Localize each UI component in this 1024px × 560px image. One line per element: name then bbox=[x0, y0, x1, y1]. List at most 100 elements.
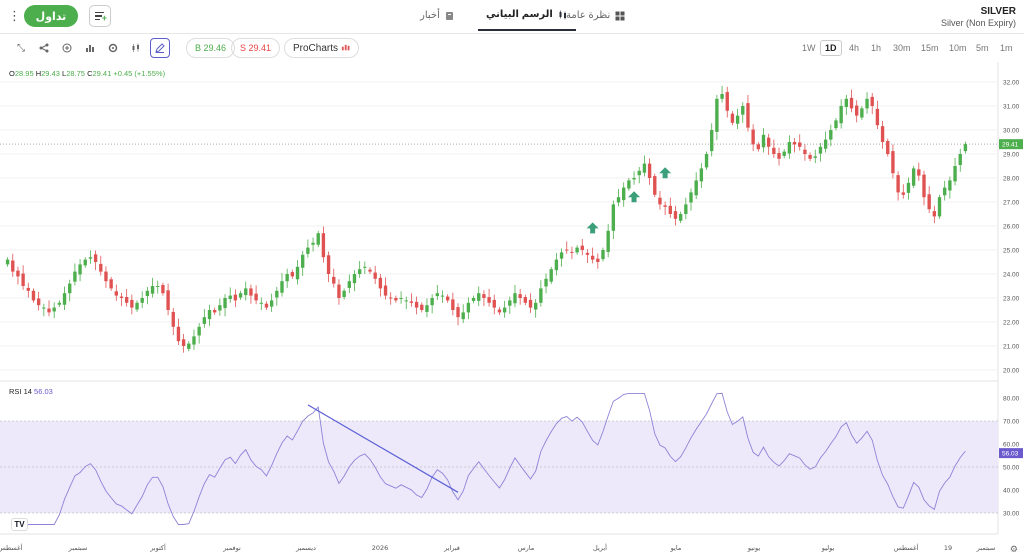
candle-body bbox=[699, 168, 704, 182]
candle-body bbox=[482, 294, 486, 298]
add-icon[interactable] bbox=[57, 38, 77, 58]
bid-button[interactable]: B 29.46 bbox=[186, 38, 236, 58]
share-icon[interactable] bbox=[34, 38, 54, 58]
legend-change: +0.45 (+1.55%) bbox=[113, 69, 166, 78]
candle-body bbox=[487, 297, 491, 303]
timeframe-15m[interactable]: 15m bbox=[921, 43, 939, 53]
candle-body bbox=[326, 255, 331, 274]
ask-button[interactable]: S 29.41 bbox=[231, 38, 281, 58]
candle-body bbox=[958, 154, 962, 166]
rsi-trendline bbox=[307, 404, 459, 493]
candle-body bbox=[414, 301, 419, 308]
timeframe-30m[interactable]: 30m bbox=[893, 43, 911, 53]
draw-pencil-icon[interactable] bbox=[150, 38, 170, 58]
rsi-tick-label: 50.00 bbox=[1003, 465, 1020, 472]
time-tick-label: 2026 bbox=[372, 544, 389, 552]
candle-body bbox=[637, 170, 641, 176]
candle-body bbox=[368, 269, 372, 272]
price-chart[interactable]: 32.00 31.00 30.00 29.00 28.00 27.00 26.00 25.00… bbox=[0, 62, 1024, 560]
candle-body bbox=[684, 204, 688, 214]
tab-news[interactable]: أخبار bbox=[420, 0, 455, 31]
candle-body bbox=[818, 146, 823, 154]
candle-body bbox=[197, 326, 201, 336]
candle-body bbox=[855, 105, 859, 116]
candle-body bbox=[932, 211, 937, 217]
candle-body bbox=[21, 273, 25, 286]
candle-body bbox=[917, 169, 921, 176]
timeframe-1w[interactable]: 1W bbox=[802, 43, 816, 53]
candle-body bbox=[104, 271, 108, 282]
symbol-description: Silver (Non Expiry) bbox=[940, 18, 1016, 28]
time-tick-label: سبتمبر bbox=[68, 544, 88, 552]
tab-chart[interactable]: الرسم البياني bbox=[478, 0, 576, 31]
price-tick-label: 20.00 bbox=[1003, 368, 1020, 375]
timeframe-4h[interactable]: 4h bbox=[849, 43, 860, 53]
candle-body bbox=[461, 312, 465, 320]
candle-body bbox=[238, 293, 243, 298]
candle-body bbox=[275, 290, 279, 298]
candle-body bbox=[88, 257, 93, 259]
candle-body bbox=[47, 308, 51, 313]
candle-body bbox=[295, 266, 300, 280]
candle-body bbox=[352, 274, 357, 284]
prochart-candles-icon bbox=[341, 44, 350, 50]
candle-body bbox=[792, 142, 797, 145]
timeframe-10m[interactable]: 10m bbox=[949, 43, 967, 53]
time-tick-label: فبراير bbox=[443, 544, 460, 552]
chart-settings-gear-icon[interactable]: ⚙ bbox=[1009, 544, 1018, 554]
tab-overview[interactable]: نظرة عامة bbox=[566, 0, 625, 31]
candle-body bbox=[937, 197, 942, 217]
tradingview-logo[interactable]: TV bbox=[11, 518, 28, 531]
signal-arrow-up-icon bbox=[586, 222, 599, 234]
candle-body bbox=[26, 287, 30, 291]
price-tick-label: 32.00 bbox=[1003, 80, 1020, 87]
price-tick-label: 27.00 bbox=[1003, 200, 1020, 207]
timeframe-5m[interactable]: 5m bbox=[976, 43, 989, 53]
indicators-icon[interactable] bbox=[80, 38, 100, 58]
candle-body bbox=[513, 293, 517, 304]
candle-body bbox=[114, 291, 118, 296]
candle-body bbox=[150, 286, 155, 294]
candle-body bbox=[891, 151, 895, 174]
candle-body bbox=[492, 299, 496, 308]
rsi-period: 14 bbox=[23, 387, 32, 396]
time-tick-label: يونيو bbox=[747, 544, 760, 552]
candle-body bbox=[803, 149, 807, 154]
candle-body bbox=[124, 297, 129, 303]
candle-type-icon[interactable] bbox=[126, 38, 146, 58]
candle-body bbox=[383, 285, 388, 296]
candle-body bbox=[658, 197, 662, 205]
candle-body bbox=[311, 242, 315, 245]
candle-body bbox=[766, 137, 771, 147]
candle-body bbox=[316, 233, 320, 245]
rsi-tick-label: 40.00 bbox=[1003, 488, 1020, 495]
rsi-tick-label: 30.00 bbox=[1003, 511, 1020, 518]
timeframe-1h[interactable]: 1h bbox=[871, 43, 882, 53]
candle-body bbox=[502, 307, 507, 313]
candle-body bbox=[834, 120, 838, 129]
candle-body bbox=[181, 339, 186, 346]
candle-body bbox=[730, 113, 735, 123]
watchlist-add-icon[interactable]: + bbox=[89, 5, 111, 27]
timeframe-1m[interactable]: 1m bbox=[1000, 43, 1013, 53]
expand-icon[interactable]: ⤡ bbox=[17, 42, 25, 54]
prochart-button[interactable]: ProCharts bbox=[284, 38, 360, 58]
legend-close: 29.41 bbox=[92, 69, 112, 78]
trade-button[interactable]: تداول bbox=[24, 5, 78, 27]
candle-body bbox=[813, 156, 817, 158]
timeframe-1d[interactable]: 1D bbox=[820, 40, 842, 56]
settings-icon[interactable] bbox=[103, 38, 123, 58]
time-tick-label: 19 bbox=[944, 544, 952, 552]
candle-body bbox=[673, 211, 678, 219]
time-tick-label: يوليو bbox=[821, 544, 835, 552]
ohlc-legend: O28.95 H29.43 L28.75 C29.41 +0.45 (+1.55… bbox=[9, 69, 166, 78]
candle-body bbox=[83, 259, 87, 266]
candle-body bbox=[62, 293, 67, 305]
candle-body bbox=[244, 288, 248, 296]
signal-arrow-up-icon bbox=[659, 167, 672, 179]
candle-body bbox=[342, 290, 346, 298]
candle-body bbox=[130, 299, 134, 308]
candle-body bbox=[823, 139, 828, 149]
vertical-dots-icon[interactable]: ⋮ bbox=[8, 8, 21, 23]
candle-body bbox=[99, 263, 103, 272]
